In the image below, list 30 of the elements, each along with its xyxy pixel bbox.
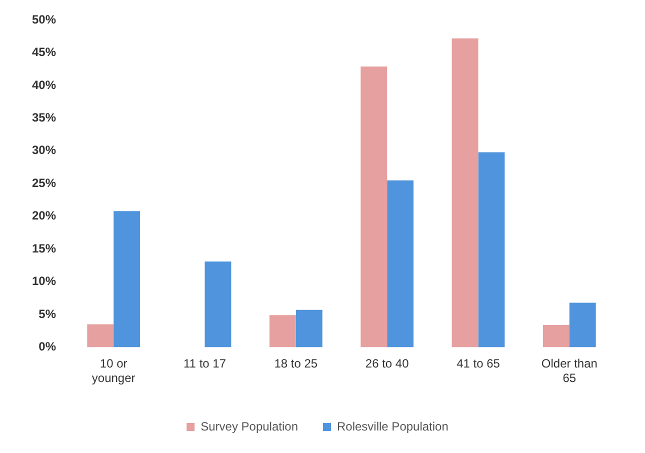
bar [114, 211, 140, 348]
bar [204, 261, 232, 348]
x-tick-label: 18 to 25 [274, 356, 318, 371]
y-tick-label: 15% [32, 241, 56, 256]
bar [296, 310, 322, 348]
x-tick-label: 41 to 65 [456, 356, 500, 371]
y-tick-label: 0% [38, 340, 56, 354]
bar [478, 152, 505, 348]
y-tick-label: 25% [32, 176, 56, 190]
bar [569, 302, 596, 348]
legend-label: Survey Population [200, 419, 298, 434]
bar [387, 180, 414, 348]
x-tick-label: 10 or younger [92, 356, 136, 386]
x-tick-label: Older than 65 [541, 356, 598, 386]
legend-label: Rolesville Population [337, 419, 448, 434]
y-tick-label: 45% [32, 45, 56, 60]
bar [542, 324, 570, 348]
y-tick-label: 10% [32, 274, 56, 288]
bar [452, 38, 478, 348]
y-tick-label: 30% [32, 143, 56, 158]
y-tick-label: 5% [38, 306, 56, 321]
y-tick-label: 40% [32, 78, 56, 92]
bar [360, 66, 388, 348]
y-tick-label: 35% [32, 110, 56, 124]
y-tick-label: 20% [32, 208, 56, 223]
bar [269, 315, 296, 348]
x-tick-label: 11 to 17 [184, 356, 226, 371]
y-tick-label: 50% [32, 12, 56, 26]
x-tick-label: 26 to 40 [365, 356, 410, 371]
bar [87, 324, 114, 348]
